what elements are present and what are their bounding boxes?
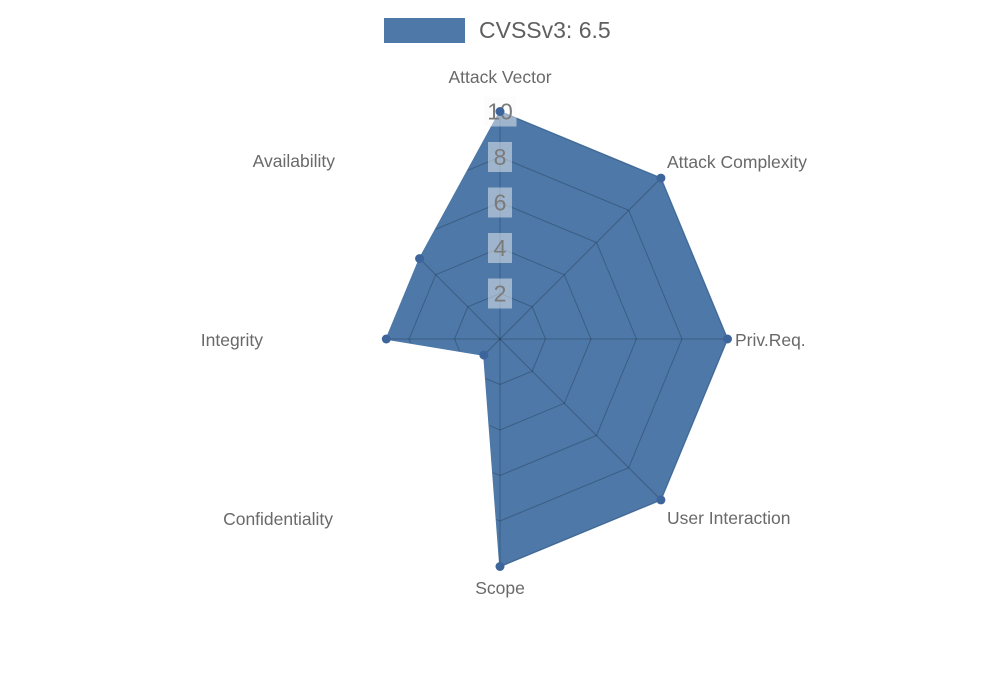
axis-spoke — [386, 338, 501, 501]
legend-label: CVSSv3: 6.5 — [479, 17, 611, 43]
axis-label: Priv.Req. — [735, 330, 806, 350]
legend-swatch — [384, 18, 465, 43]
data-point-scope — [495, 562, 505, 571]
axis-spoke — [499, 338, 662, 501]
data-point-attack-complexity — [656, 173, 666, 183]
radial-tick-box — [488, 233, 512, 263]
grid-ring — [453, 292, 547, 386]
data-point-user-interaction — [656, 495, 666, 505]
data-point-attack-vector — [495, 107, 505, 116]
radial-tick-box — [488, 187, 512, 218]
data-point-integrity — [381, 334, 391, 344]
radial-tick-box — [488, 142, 512, 172]
radial-tick-box — [488, 278, 512, 309]
axis-label: Availability — [253, 151, 336, 171]
radial-tick-label: 2 — [494, 281, 507, 307]
axis-label: Attack Complexity — [667, 152, 807, 172]
axis-spoke — [499, 177, 662, 340]
axis-label: Attack Vector — [448, 67, 551, 87]
legend: CVSSv3: 6.5 — [384, 18, 611, 43]
data-point-confidentiality — [479, 350, 489, 360]
axis-label: Integrity — [201, 330, 263, 350]
axis-label: Scope — [475, 578, 525, 598]
grid-ring — [386, 156, 683, 522]
data-point-availability — [415, 254, 425, 264]
axis-label: Confidentiality — [223, 509, 333, 529]
radial-tick-label: 8 — [494, 144, 507, 170]
radial-tick-label: 4 — [494, 235, 507, 261]
radial-tick-label: 6 — [494, 190, 507, 216]
axis-label: User Interaction — [667, 508, 791, 528]
grid-ring — [408, 247, 592, 431]
data-point-priv-req — [723, 334, 732, 344]
